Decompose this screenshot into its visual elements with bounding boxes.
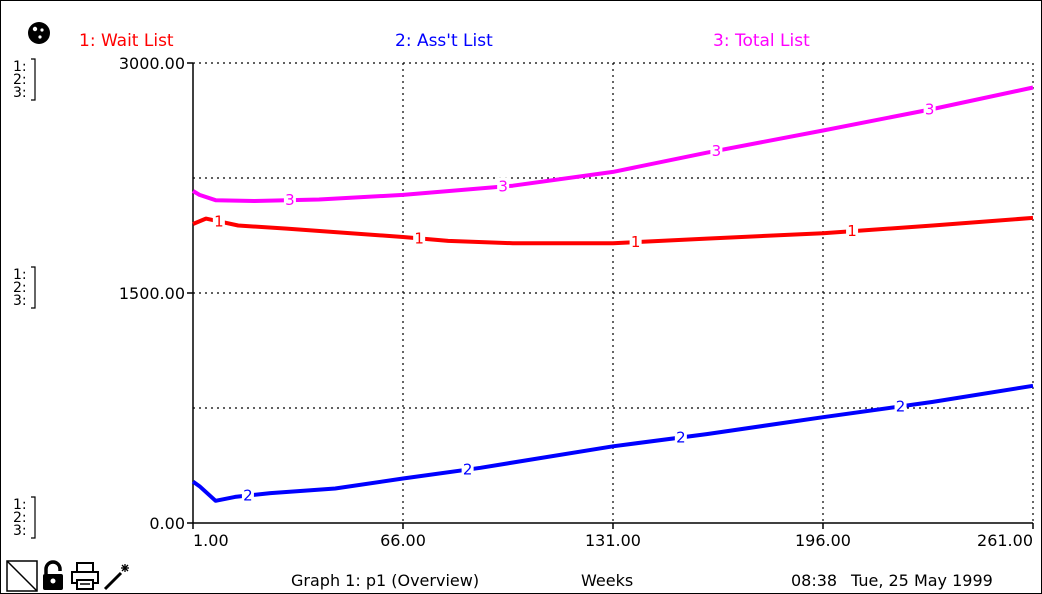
- scale-marker-bracket: [31, 496, 36, 539]
- scale-marker-label: 3:: [13, 523, 27, 539]
- scale-marker-label: 3:: [13, 85, 27, 101]
- legend-entry-asst-list[interactable]: 2: Ass't List: [395, 31, 493, 51]
- series-line-2: [191, 383, 1034, 503]
- x-tick-label: 196.00: [795, 531, 851, 550]
- y-tick-label: 0.00: [149, 514, 185, 533]
- series-marker-1: 1: [414, 229, 424, 247]
- series-marker-bg: [674, 428, 687, 445]
- y-tick-label: 1500.00: [119, 284, 185, 303]
- series-marker-bg: [629, 233, 642, 250]
- axis-scale-markers: 1:2:3:1:2:3:1:2:3:: [13, 58, 36, 539]
- series-marker-1: 1: [631, 233, 641, 251]
- series-marker-1: 1: [214, 212, 224, 230]
- x-tick-label: 131.00: [585, 531, 641, 550]
- page-corner-icon[interactable]: [6, 560, 38, 592]
- y-tick-label: 3000.00: [119, 54, 185, 73]
- scale-marker-bracket: [31, 58, 36, 101]
- clock-time: 08:38: [791, 571, 837, 590]
- x-tick-label: 66.00: [380, 531, 426, 550]
- date-stamp: Tue, 25 May 1999: [850, 571, 993, 590]
- scale-marker-bracket: [31, 266, 36, 309]
- series-marker-bg: [923, 100, 936, 117]
- series-marker-2: 2: [463, 461, 473, 479]
- series-marker-1: 1: [847, 222, 857, 240]
- series-marker-bg: [710, 141, 723, 158]
- series-marker-bg: [212, 212, 225, 229]
- series-marker-3: 3: [925, 101, 935, 119]
- legend-entry-total-list[interactable]: 3: Total List: [713, 31, 810, 51]
- scale-marker-label: 2:: [13, 280, 27, 296]
- series-marker-bg: [894, 397, 907, 414]
- scale-marker-label: 1:: [13, 497, 27, 513]
- legend-entry-wait-list[interactable]: 1: Wait List: [79, 31, 174, 51]
- series-line-3: [191, 85, 1034, 203]
- legend: 1: Wait List 2: Ass't List 3: Total List: [79, 31, 810, 51]
- magic-wand-icon[interactable]: [103, 564, 129, 591]
- scale-marker-label: 3:: [13, 293, 27, 309]
- y-axis-ticks: 0.00 1500.00 3000.00: [119, 54, 193, 533]
- x-axis-ticks: 1.00 66.00 131.00 196.00 261.00: [192, 523, 1034, 550]
- series-marker-bg: [283, 191, 296, 208]
- scale-marker-label: 1:: [13, 267, 27, 283]
- graph-title: Graph 1: p1 (Overview): [291, 571, 479, 590]
- scale-marker-label: 1:: [13, 59, 27, 75]
- series-marker-bg: [461, 460, 474, 477]
- series-marker-2: 2: [896, 397, 906, 415]
- time-units: Weeks: [581, 571, 633, 590]
- series-marker-bg: [497, 177, 510, 194]
- series-marker-bg: [846, 222, 859, 239]
- graph-pad-circle-icon[interactable]: [28, 22, 50, 44]
- gridlines: [193, 62, 1034, 523]
- series-marker-3: 3: [285, 191, 295, 209]
- printer-icon[interactable]: [71, 562, 99, 590]
- series-marker-bg: [241, 486, 254, 503]
- padlock-icon[interactable]: [43, 560, 63, 590]
- series-marker-3: 3: [712, 142, 722, 160]
- scale-marker-label: 2:: [13, 72, 27, 88]
- series-layer: 1 1 1 1 2 2 2 2 3 3 3 3: [191, 85, 1034, 505]
- x-tick-label: 1.00: [193, 531, 229, 550]
- scale-marker-label: 2:: [13, 510, 27, 526]
- series-marker-3: 3: [498, 177, 508, 195]
- series-line-1: [192, 215, 1034, 246]
- series-marker-2: 2: [243, 487, 253, 505]
- series-marker-2: 2: [676, 428, 686, 446]
- series-marker-bg: [413, 229, 426, 246]
- x-tick-label: 261.00: [977, 531, 1033, 550]
